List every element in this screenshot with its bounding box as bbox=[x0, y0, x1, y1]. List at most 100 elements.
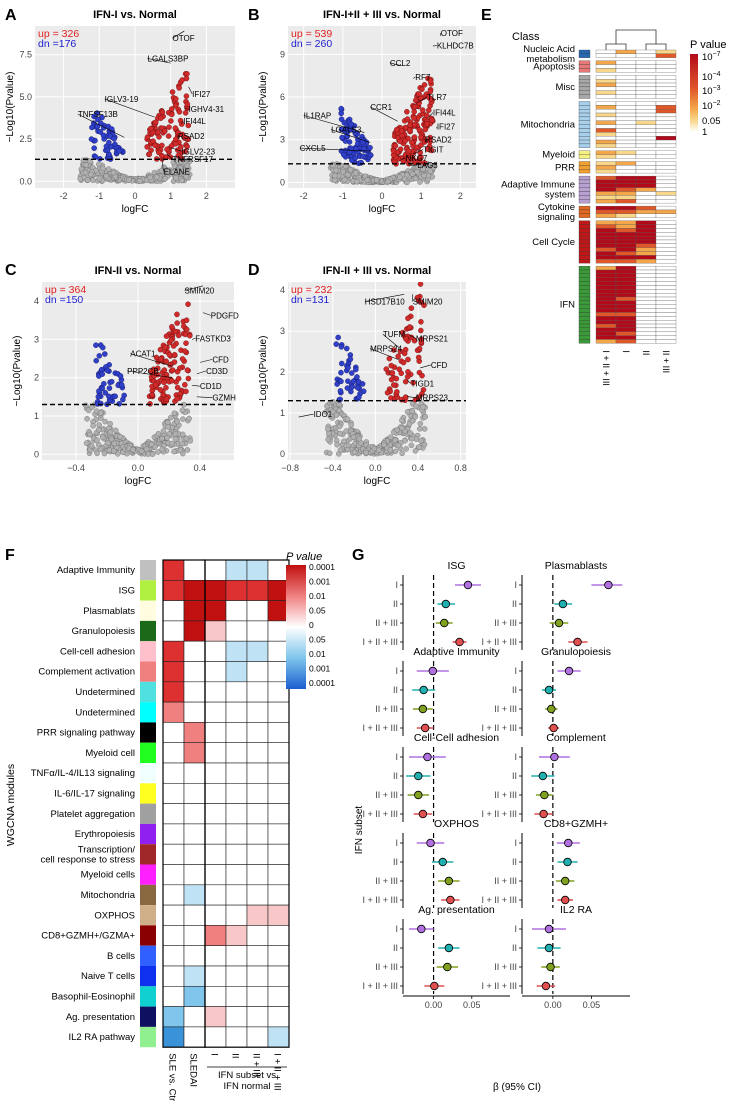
point-grey bbox=[172, 436, 179, 442]
point-grey bbox=[179, 440, 185, 447]
heatmap-cell bbox=[655, 327, 677, 332]
class-color-cell bbox=[578, 339, 591, 344]
estimate-point bbox=[420, 723, 430, 733]
estimate-point bbox=[428, 666, 438, 676]
gene-leader-line bbox=[382, 334, 400, 348]
heatmap-cell bbox=[615, 300, 637, 305]
module-color-cell bbox=[140, 702, 156, 723]
gene-leader-line bbox=[389, 62, 402, 67]
point-grey bbox=[350, 434, 357, 440]
y-tick-label: 4 bbox=[34, 296, 39, 306]
heatmap-cell bbox=[615, 220, 637, 225]
heatmap-cell bbox=[635, 124, 657, 129]
point-grey bbox=[409, 417, 416, 424]
heatmap-cell bbox=[595, 154, 617, 159]
y-tick-label: I bbox=[514, 752, 517, 762]
gene-leader-line bbox=[130, 353, 173, 367]
gene-label: CXCL5 bbox=[300, 144, 326, 153]
heatmap-cell bbox=[635, 255, 657, 260]
heatmap-cell bbox=[595, 235, 617, 241]
class-color-cell bbox=[578, 64, 591, 69]
chart-title: IFN-II vs. Normal bbox=[95, 265, 182, 277]
heatmap-cell bbox=[635, 235, 657, 241]
point-dn bbox=[361, 145, 367, 152]
module-label: Undetermined bbox=[75, 687, 135, 698]
heatmap-cell bbox=[225, 1006, 248, 1028]
heatmap-cell bbox=[225, 823, 248, 845]
heatmap-cell bbox=[635, 308, 657, 313]
panel-title: Complement bbox=[546, 732, 606, 744]
module-color-cell bbox=[140, 763, 156, 784]
x-tick-label: 0.00 bbox=[544, 1000, 562, 1010]
class-color-cell bbox=[578, 75, 591, 80]
module-label: Complement activation bbox=[38, 667, 135, 678]
point-grey bbox=[409, 171, 416, 177]
point-up bbox=[384, 389, 391, 396]
point-up bbox=[185, 122, 192, 129]
heatmap-cell bbox=[615, 124, 637, 129]
point-grey bbox=[422, 413, 428, 420]
gene-leader-line bbox=[192, 338, 196, 340]
point-grey bbox=[173, 175, 179, 181]
legend-label: 0.0001 bbox=[309, 562, 335, 572]
heatmap-cell bbox=[635, 49, 657, 55]
heatmap-cell bbox=[635, 243, 657, 248]
point-grey bbox=[178, 177, 185, 184]
heatmap-cell bbox=[655, 232, 677, 237]
estimate-point bbox=[426, 838, 435, 848]
heatmap-cell bbox=[615, 293, 637, 298]
module-label: Ag. presentation bbox=[66, 1012, 135, 1023]
point-dn bbox=[112, 393, 118, 400]
legend-colorbar bbox=[286, 565, 306, 689]
point-grey bbox=[408, 442, 415, 449]
point-up bbox=[399, 329, 406, 336]
heatmap-cell bbox=[162, 701, 185, 723]
point-up bbox=[158, 356, 164, 362]
x-tick-label: 0.4 bbox=[412, 463, 425, 473]
point-up bbox=[174, 396, 180, 402]
point-grey bbox=[351, 449, 358, 456]
point-grey bbox=[341, 176, 348, 183]
heatmap-cell bbox=[635, 154, 657, 159]
heatmap-cell bbox=[162, 661, 185, 683]
panel-letter-b: B bbox=[248, 7, 260, 24]
point-grey bbox=[180, 416, 186, 422]
heatmap-cell bbox=[267, 1026, 290, 1048]
heatmap-cell bbox=[267, 843, 290, 865]
heatmap-cell bbox=[162, 1006, 185, 1028]
heatmap-cell bbox=[162, 904, 185, 926]
heatmap-cell bbox=[655, 139, 677, 145]
point-dn bbox=[119, 382, 125, 388]
heatmap-cell bbox=[246, 559, 269, 581]
point-up bbox=[408, 305, 415, 311]
heatmap-cell bbox=[183, 823, 206, 845]
heatmap-cell bbox=[267, 661, 290, 683]
heatmap-cell bbox=[183, 640, 206, 662]
point-up bbox=[402, 138, 408, 144]
heatmap-cell bbox=[655, 105, 677, 110]
point-grey bbox=[184, 447, 191, 453]
point-grey bbox=[97, 410, 104, 416]
point-grey bbox=[183, 173, 190, 180]
heatmap-cell bbox=[655, 296, 677, 302]
heatmap-cell bbox=[595, 86, 617, 91]
point-up bbox=[166, 124, 172, 130]
point-grey bbox=[83, 440, 90, 446]
class-color-cell bbox=[578, 259, 591, 264]
point-up bbox=[184, 101, 191, 107]
module-label: Granulopoiesis bbox=[72, 626, 136, 637]
dendrogram bbox=[605, 29, 667, 50]
point-up bbox=[162, 128, 168, 134]
point-grey bbox=[99, 434, 106, 441]
point-grey bbox=[340, 168, 346, 175]
heatmap-cell bbox=[615, 86, 637, 91]
y-tick-label: II bbox=[393, 599, 398, 609]
heatmap-cell bbox=[595, 90, 617, 95]
point-up bbox=[419, 107, 426, 113]
heatmap-cell bbox=[225, 864, 248, 886]
heatmap-cell bbox=[635, 109, 657, 114]
heatmap-cell bbox=[595, 94, 617, 99]
point-up bbox=[169, 106, 175, 112]
heatmap-cell bbox=[635, 75, 657, 80]
class-color-cell bbox=[578, 143, 591, 148]
